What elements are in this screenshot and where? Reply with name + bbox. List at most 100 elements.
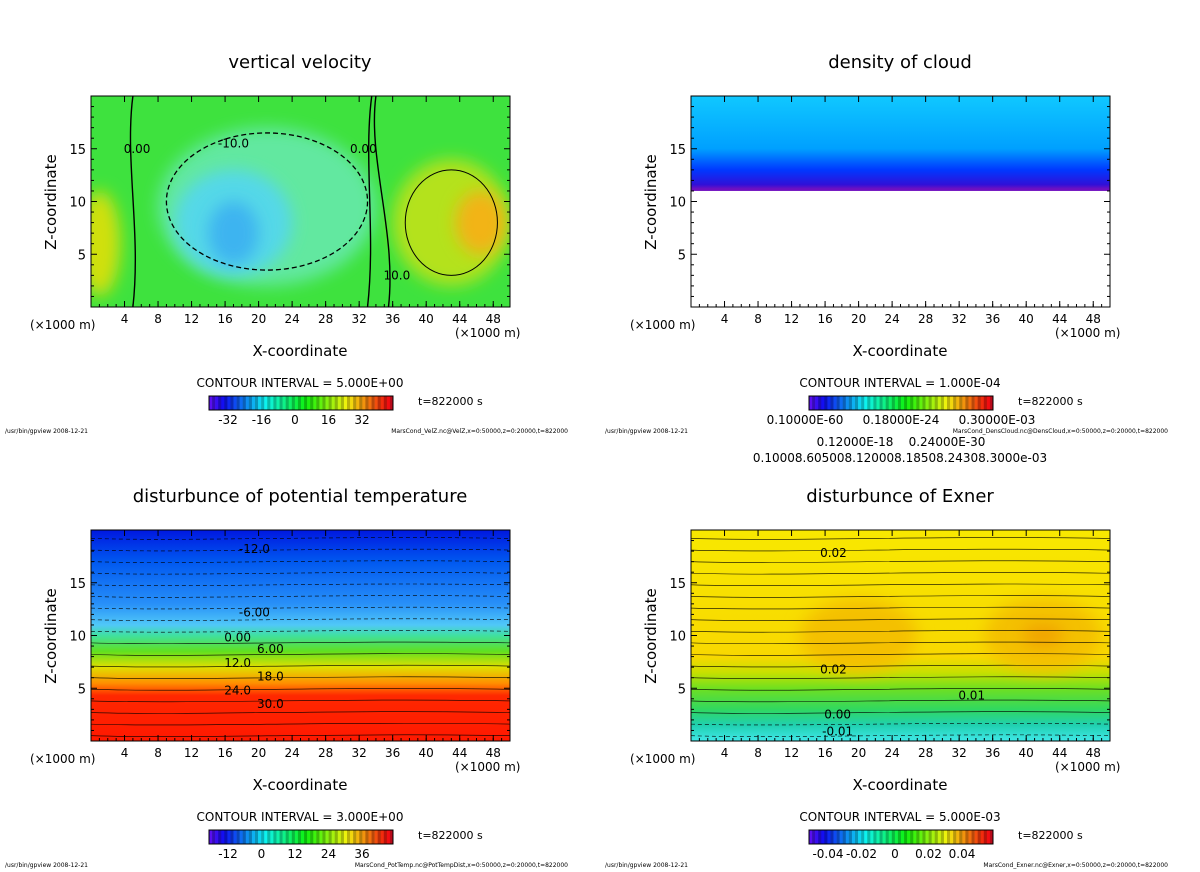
colorbar-cell: [907, 830, 911, 844]
colorbar-cell: [931, 830, 936, 844]
z-tick-label: 15: [669, 577, 686, 592]
colorbar-cell: [827, 830, 831, 844]
z-tick-label: 10: [69, 630, 86, 645]
colorbar-cell: [371, 830, 375, 844]
colorbar-cell: [264, 830, 268, 844]
colorbar-cell: [901, 396, 905, 410]
panel-0: vertical velocity 0.00 -10.0 0.00 10.0 4 8 12 16…: [0, 0, 600, 435]
colorbar-cell: [956, 396, 960, 410]
chart-title: disturbunce of potential temperature: [133, 486, 468, 507]
x-tick-label: 48: [1086, 746, 1101, 760]
chart-svg: disturbunce of Exner 0.02 0.02 0.01 0.00 -0.0…: [605, 486, 1168, 869]
colorbar-cell: [215, 830, 219, 844]
colorbar-cell: [858, 396, 862, 410]
colorbar-cell: [855, 396, 859, 410]
colorbar-tick-label: 0: [291, 413, 299, 427]
colorbar-cell: [897, 830, 902, 844]
colorbar-tick-label: 0.18000E-24: [863, 413, 940, 427]
colorbar-cell: [279, 830, 283, 844]
x-tick-label: 12: [184, 312, 199, 326]
x-unit-left: (×1000 m): [30, 318, 95, 332]
colorbar-cell: [224, 830, 228, 844]
x-tick-label: 8: [754, 312, 762, 326]
colorbar-cell: [251, 830, 256, 844]
x-tick-label: 48: [486, 746, 501, 760]
colorbar-cell: [851, 830, 856, 844]
colorbar-cell: [334, 396, 339, 410]
colorbar-cell: [255, 830, 259, 844]
x-tick-label: 44: [452, 746, 467, 760]
contour-line: [91, 641, 510, 645]
x-unit-left: (×1000 m): [30, 752, 95, 766]
x-unit-right: (×1000 m): [455, 326, 520, 340]
field-blob: [392, 159, 510, 286]
colorbar-frame: [208, 395, 394, 411]
colorbar-tick-label: 36: [354, 847, 369, 861]
colorbar-cell: [824, 396, 828, 410]
colorbar-cell: [882, 830, 886, 844]
contour-line: [366, 96, 373, 307]
contour-label: 12.0: [224, 656, 251, 670]
colorbar-cell: [233, 830, 237, 844]
colorbar-cell: [971, 396, 975, 410]
footer-right: MarsCond_VelZ.nc@VelZ,x=0:50000,z=0:2000…: [391, 428, 568, 435]
contour-line: [91, 548, 510, 552]
colorbar-tick-label: 0.02: [915, 847, 942, 861]
colorbar-cell: [913, 396, 917, 410]
colorbar-cell: [239, 396, 244, 410]
colorbar-cell: [974, 830, 978, 844]
colorbar-cell: [347, 396, 351, 410]
colorbar-cell: [218, 396, 222, 410]
contour-label: 0.01: [958, 689, 985, 703]
colorbar-cell: [836, 396, 840, 410]
x-axis-label: X-coordinate: [253, 776, 348, 794]
contour-line: [91, 676, 510, 679]
colorbar-cell: [928, 830, 932, 844]
colorbar-cell: [209, 830, 213, 844]
x-axis-label: X-coordinate: [853, 776, 948, 794]
colorbar-cell: [294, 830, 299, 844]
contour-label: 6.00: [257, 642, 284, 656]
colorbar-cell: [812, 830, 816, 844]
colorbar-cell: [922, 396, 926, 410]
colorbar-cell: [907, 396, 911, 410]
colorbar-cell: [904, 396, 908, 410]
contour-line: [691, 618, 1110, 621]
x-unit-right: (×1000 m): [1055, 326, 1120, 340]
colorbar-cell: [971, 830, 975, 844]
z-tick-label: 10: [69, 196, 86, 211]
colorbar-cell: [937, 830, 942, 844]
contour-line: [691, 641, 1110, 645]
colorbar-cell: [833, 830, 837, 844]
field-bands: [691, 96, 1110, 191]
contour-line: [404, 169, 498, 276]
colorbar-cell: [251, 396, 256, 410]
z-tick-label: 5: [78, 682, 86, 697]
colorbar-cell: [270, 396, 274, 410]
colorbar-cell: [218, 830, 222, 844]
colorbar-cell: [879, 830, 883, 844]
colorbar-cell: [848, 830, 853, 844]
panel-2: disturbunce of potential temperature -12.…: [0, 434, 600, 869]
colorbar-cell: [297, 830, 302, 844]
colorbar-cell: [916, 830, 920, 844]
colorbar-frame: [808, 829, 994, 845]
footer-left: /usr/bin/gpview 2008-12-21: [5, 428, 88, 435]
colorbar-cell: [894, 396, 899, 410]
field-blob: [1022, 624, 1064, 647]
x-tick-label: 32: [352, 746, 367, 760]
colorbar-cell: [356, 396, 360, 410]
chart-title: disturbunce of Exner: [806, 486, 994, 507]
colorbar-cell: [928, 396, 932, 410]
colorbar-tick-label: 24: [321, 847, 336, 861]
colorbar-cell: [821, 396, 825, 410]
x-tick-label: 16: [217, 312, 232, 326]
contour-line: [691, 676, 1110, 679]
plot-area: [691, 96, 1110, 307]
colorbar-cell: [977, 830, 982, 844]
colorbar-cell: [947, 396, 951, 410]
x-tick-label: 24: [884, 312, 899, 326]
colorbar-cell: [371, 396, 375, 410]
colorbar-cell: [242, 396, 247, 410]
